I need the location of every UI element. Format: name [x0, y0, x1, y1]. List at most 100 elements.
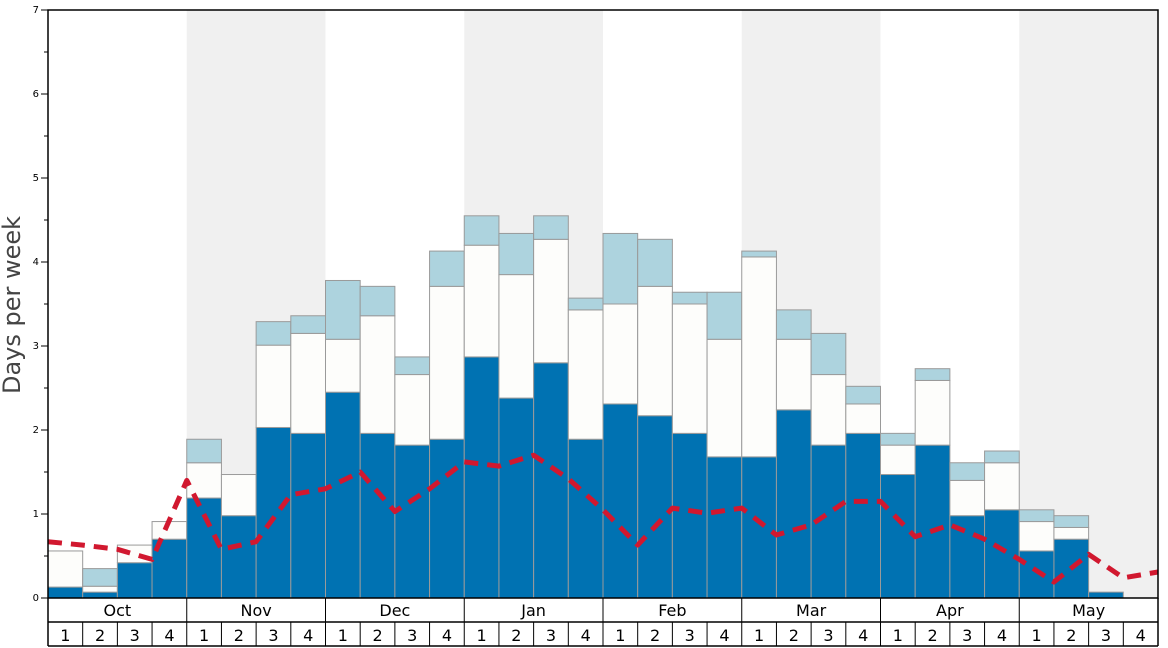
week-label: 2	[650, 626, 660, 645]
week-label: 3	[546, 626, 556, 645]
bar-segment-dark	[775, 409, 812, 599]
month-label: Feb	[658, 601, 686, 620]
y-tick-label: 2	[33, 425, 39, 436]
bar-segment-light	[533, 215, 569, 240]
bar-segment-light	[186, 438, 222, 464]
week-label: 1	[477, 626, 487, 645]
week-label: 1	[893, 626, 903, 645]
bar-segment-dark	[741, 456, 777, 599]
bar-segment-light	[463, 215, 500, 246]
bar-segment-dark	[116, 562, 153, 599]
bar-segment-dark	[255, 426, 292, 599]
week-label: 3	[268, 626, 278, 645]
average-line-layer	[47, 452, 1159, 585]
bar-segment-dark	[706, 456, 743, 599]
bar-segment-dark	[359, 432, 396, 599]
bar-segment-light	[775, 309, 812, 340]
week-label: 1	[60, 626, 70, 645]
week-label: 4	[581, 626, 591, 645]
bar-segment-dark	[325, 391, 361, 599]
bar-segment-dark	[845, 432, 881, 599]
week-label: 2	[372, 626, 382, 645]
bar-segment-light	[1018, 509, 1055, 523]
week-label: 2	[927, 626, 937, 645]
bar-segment-dark	[498, 397, 535, 599]
week-label: 2	[789, 626, 799, 645]
y-tick-label: 4	[33, 257, 39, 268]
bar-segment-white	[429, 285, 465, 440]
bar-segment-white	[394, 374, 431, 446]
week-label: 4	[997, 626, 1007, 645]
week-label: 4	[719, 626, 729, 645]
bar-segment-light	[325, 279, 361, 340]
bar-segment-white	[880, 444, 916, 476]
bar-segment-white	[359, 315, 396, 434]
bar-segment-light	[949, 462, 986, 481]
bar-segment-white	[1018, 521, 1055, 552]
bar-segment-light	[602, 232, 639, 305]
month-label: Oct	[104, 601, 132, 620]
average-line	[47, 452, 1159, 585]
y-tick-label: 7	[33, 5, 39, 16]
week-label: 4	[1136, 626, 1146, 645]
bar-segment-dark	[984, 509, 1020, 599]
week-label: 4	[442, 626, 452, 645]
week-label: 2	[234, 626, 244, 645]
bar-segment-light	[82, 568, 118, 587]
bar-segment-light	[810, 332, 847, 376]
bar-segment-dark	[394, 444, 431, 599]
bar-segment-white	[706, 338, 743, 458]
bar-segment-light	[394, 356, 431, 376]
bar-segment-white	[255, 344, 292, 428]
week-label: 3	[407, 626, 417, 645]
week-label: 3	[962, 626, 972, 645]
bar-segment-light	[567, 297, 604, 311]
week-label: 4	[303, 626, 313, 645]
x-axis: Oct 1 2 3 4 Nov 1 2 3 4 Dec 1 2 3 4 Jan 1 2 3 4 Feb 1 2 3 4 Mar 1 2…	[47, 598, 1159, 647]
bar-segment-light	[914, 368, 951, 381]
bar-segment-light	[671, 291, 708, 305]
bar-segment-dark	[186, 497, 222, 599]
bar-segment-dark	[1018, 550, 1055, 599]
bar-segment-white	[984, 462, 1020, 511]
bar-segment-dark	[290, 432, 326, 599]
bar-segment-white	[1053, 526, 1090, 540]
week-label: 3	[130, 626, 140, 645]
bar-segment-white	[220, 474, 257, 517]
bar-segment-dark	[914, 444, 951, 599]
bar-segment-white	[533, 238, 569, 364]
bar-segment-white	[810, 374, 847, 446]
bar-segment-light	[637, 238, 673, 287]
bar-segment-dark	[82, 591, 118, 599]
y-tick-label: 0	[33, 593, 39, 604]
bar-segment-light	[880, 432, 916, 446]
bar-segment-white	[845, 403, 881, 434]
bar-segment-light	[255, 321, 292, 346]
bar-segment-white	[602, 303, 639, 405]
bar-segment-white	[47, 550, 84, 588]
bar-segment-light	[498, 232, 535, 276]
bar-segment-light	[359, 285, 396, 317]
y-axis-label: Days per week	[0, 216, 26, 394]
bar-segment-dark	[602, 403, 639, 599]
y-tick-label: 5	[33, 173, 39, 184]
bar-segment-white	[671, 303, 708, 434]
bar-segment-white	[463, 244, 500, 358]
week-label: 3	[823, 626, 833, 645]
bar-segment-dark	[220, 515, 257, 599]
bar-segment-light	[706, 291, 743, 340]
week-label: 1	[199, 626, 209, 645]
bar-segment-light	[741, 250, 777, 258]
bar-segment-white	[290, 332, 326, 434]
week-label: 1	[615, 626, 625, 645]
week-label: 2	[511, 626, 521, 645]
y-tick-label: 1	[33, 509, 39, 520]
month-shade	[1019, 10, 1158, 598]
bar-segment-dark	[671, 432, 708, 599]
week-label: 3	[685, 626, 695, 645]
bar-segment-white	[914, 379, 951, 446]
bar-segment-dark	[429, 438, 465, 599]
bar-segment-white	[567, 309, 604, 440]
month-label: Jan	[520, 601, 546, 620]
